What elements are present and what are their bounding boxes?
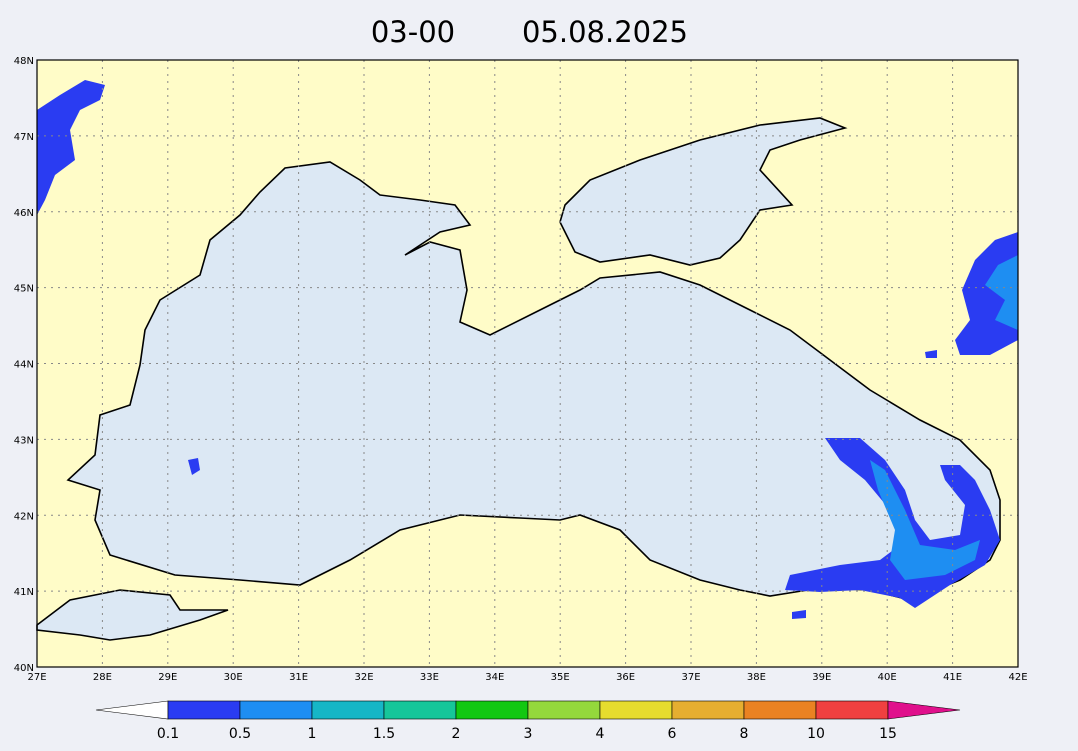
lat-label: 41N [14,587,34,598]
legend-label: 1.5 [373,726,395,742]
lon-label: 42E [1008,672,1027,683]
lon-label: 33E [420,672,439,683]
lon-label: 31E [289,672,308,683]
lon-label: 36E [616,672,635,683]
legend-swatch [167,700,241,720]
date-label: 05.08.2025 [522,15,688,49]
legend-label: 4 [596,726,605,742]
lon-label: 41E [943,672,962,683]
lat-label: 40N [14,663,34,674]
lon-label: 27E [27,672,46,683]
precip-area [955,232,1018,355]
lon-label: 28E [93,672,112,683]
legend-swatch [599,700,673,720]
lon-label: 39E [812,672,831,683]
lat-label: 43N [14,435,34,446]
legend-swatch [815,700,889,720]
lat-label: 47N [14,132,34,143]
lon-label: 34E [485,672,504,683]
map-area [36,59,1019,668]
legend-label: 0.5 [229,726,251,742]
legend-label: 2 [452,726,461,742]
lon-label: 40E [878,672,897,683]
precip-area [925,350,937,358]
lon-label: 32E [354,672,373,683]
legend-swatch [383,700,457,720]
legend-label: 15 [879,726,897,742]
legend-arrow-high [887,700,961,720]
graticule [37,60,1018,667]
sea-of-azov [559,117,848,266]
black-sea [66,161,1001,601]
lon-label: 35E [551,672,570,683]
precip-area [985,255,1018,330]
legend-label: 3 [524,726,533,742]
precip-area [188,458,200,475]
lon-label: 38E [747,672,766,683]
lat-label: 42N [14,511,34,522]
legend-label: 1 [308,726,317,742]
sea-of-marmara [36,589,229,641]
coastlines [36,117,1001,641]
legend-swatch [743,700,817,720]
color-legend: 0.1 0.5 1 1.5 2 3 4 6 8 10 15 [95,700,961,742]
legend-swatch [311,700,385,720]
lat-label: 46N [14,208,34,219]
map-frame [36,59,1019,668]
lon-label: 29E [158,672,177,683]
lat-label: 45N [14,284,34,295]
legend-swatch [239,700,313,720]
legend-swatch [527,700,601,720]
precip-area [37,80,105,215]
lat-label: 48N [14,56,34,67]
lat-label: 44N [14,360,34,371]
legend-swatch [671,700,745,720]
lon-label: 30E [224,672,243,683]
legend-swatch [455,700,529,720]
legend-label: 0.1 [157,726,179,742]
precipitation-areas [37,80,1018,619]
axis-labels: 27E 28E 29E 30E 31E 32E 33E 34E 35E 36E 37E 38E 39E 4… [14,56,1028,683]
lon-label: 37E [681,672,700,683]
legend-label: 6 [668,726,677,742]
precip-area [792,610,806,619]
legend-label: 8 [740,726,749,742]
time-label: 03-00 [371,15,455,49]
legend-label: 10 [807,726,825,742]
